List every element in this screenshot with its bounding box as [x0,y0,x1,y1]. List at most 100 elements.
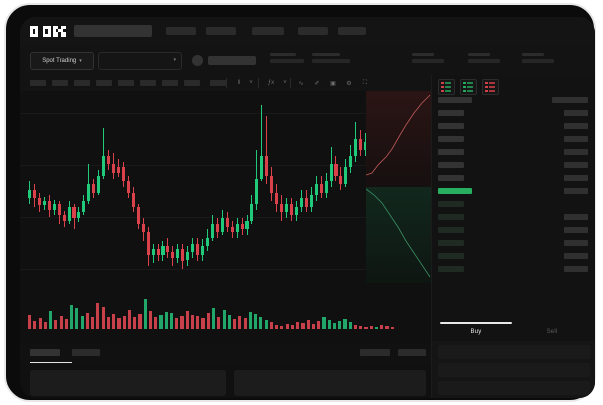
orderbook-row[interactable] [438,175,464,181]
chevron-down-icon[interactable]: ˅ [283,80,287,86]
buy-sell-active-indicator [440,322,512,324]
order-amount-field[interactable] [438,363,590,377]
volume-bar [159,315,163,329]
wave-line-icon[interactable]: ∿ [298,80,304,87]
camera-snapshot-icon[interactable]: ▣ [330,80,336,87]
fullscreen-icon[interactable]: ⛶ [362,79,368,86]
candle [126,91,130,283]
tool-interval-7[interactable] [162,80,178,86]
candle-body [304,198,308,207]
volume-bar [117,318,121,329]
nav-item-5[interactable] [338,27,366,35]
volume-bar [306,320,310,329]
orderbook-row[interactable] [438,253,464,259]
candlestick-type-icon[interactable]: ‖ [237,80,241,86]
tool-interval-4[interactable] [96,80,112,86]
tool-interval-5[interactable] [118,80,134,86]
candle-body [270,175,274,193]
mode-bar [485,82,488,84]
orderbook-row[interactable] [438,123,464,129]
orderbook-row-value [564,266,588,272]
tool-interval-1[interactable] [30,80,46,86]
candle-body [136,206,140,224]
orderbook-row[interactable] [438,110,464,116]
tool-interval-9[interactable] [210,80,226,86]
volume-bar [201,318,205,329]
candle [270,91,274,283]
bottom-panel-left[interactable] [30,370,226,396]
order-total-field[interactable] [438,381,590,395]
buy-sell-tab-bar: Buy Sell [432,319,595,341]
candle-body [166,246,170,253]
orderbook-mode-bids[interactable] [460,79,477,95]
bottom-panel-right[interactable] [234,370,426,396]
candle [82,91,86,283]
tool-interval-6[interactable] [140,80,156,86]
pencil-draw-icon[interactable]: ✐ [314,80,320,87]
candle [37,91,41,283]
volume-bar [311,324,316,329]
nav-item-4[interactable] [298,27,328,35]
tool-interval-8[interactable] [184,80,200,86]
candle-body [186,252,190,261]
candle [329,91,333,283]
okx-logo-icon[interactable] [30,26,66,37]
spot-trading-dropdown[interactable]: Spot Trading ▾ [30,52,94,70]
candle-body [97,175,101,193]
order-price-field[interactable] [438,345,590,359]
volume-bar [374,327,379,329]
orderbook-row[interactable] [438,227,464,233]
orderbook-mode-asks[interactable] [482,79,499,95]
orderbook-row[interactable] [438,149,464,155]
orderbook-row[interactable] [438,266,464,272]
candle-body [77,212,81,219]
orderbook-row[interactable] [438,214,464,220]
bottom-tab-active-indicator [30,362,72,363]
ticker-stat-3 [412,53,444,63]
candle [196,91,200,283]
nav-item-2[interactable] [206,27,236,35]
candle [116,91,121,283]
candle-body [205,237,209,247]
coin-avatar [192,55,203,66]
candle [275,91,279,283]
candle [146,91,150,283]
search-input[interactable] [74,25,152,37]
pair-select-dropdown[interactable]: ▾ [98,52,182,70]
bottom-action-2[interactable] [398,349,426,356]
candle [141,91,145,283]
orderbook-row[interactable] [438,97,472,103]
bottom-tab-2[interactable] [72,349,100,356]
orderbook-list[interactable] [432,97,595,293]
chevron-down-icon: ▾ [79,58,82,64]
price-chart[interactable] [20,91,431,283]
orderbook-row[interactable] [438,201,464,207]
settings-gear-icon[interactable]: ⚙ [346,80,352,87]
tab-sell[interactable]: Sell [546,329,558,335]
orderbook-row[interactable] [438,240,464,246]
bottom-action-1[interactable] [360,349,390,356]
tool-interval-2[interactable] [52,80,68,86]
nav-item-3[interactable] [252,27,284,35]
nav-item-1[interactable] [166,27,196,35]
mode-bar [463,86,466,88]
ticker-stat-5 [522,53,554,63]
candle-body [265,155,269,176]
volume-bar [148,311,153,329]
orderbook-row-value [564,214,588,220]
bottom-tab-1[interactable] [30,349,60,356]
indicator-fx-icon[interactable]: ƒx [267,80,275,86]
chevron-down-icon[interactable]: ˅ [249,80,253,86]
orderbook-row[interactable] [438,162,464,168]
tab-buy[interactable]: Buy [470,329,482,335]
candle [205,91,209,283]
volume-bar [364,327,368,329]
tool-interval-3[interactable] [74,80,90,86]
candle [57,91,61,283]
volume-bar [127,310,132,329]
orderbook-row[interactable] [438,136,464,142]
orderbook-row[interactable] [438,188,472,194]
orderbook-mode-both[interactable] [438,79,455,95]
volume-bar [290,325,294,329]
